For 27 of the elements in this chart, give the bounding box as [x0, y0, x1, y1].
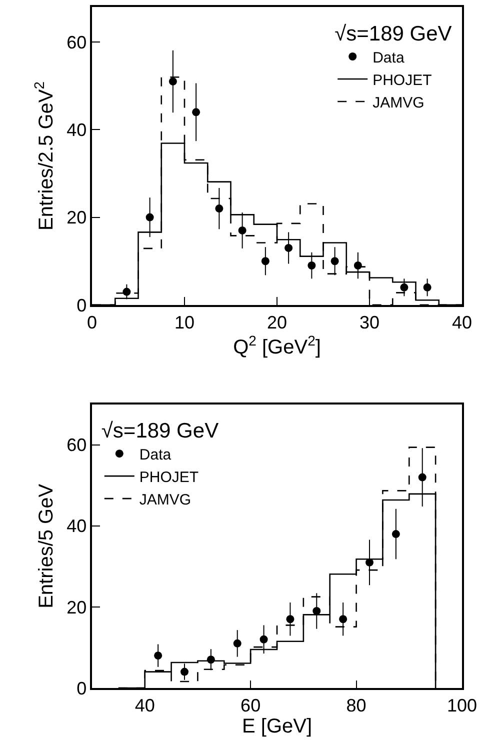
- y-tick-label: 0: [76, 295, 87, 316]
- legend-title: √s=189 GeV: [334, 22, 452, 46]
- legend-label: PHOJET: [139, 468, 199, 486]
- y-axis-title: Entries/5 GeV: [36, 483, 58, 608]
- y-tick-label: 60: [66, 32, 87, 52]
- x-tick-label: 20: [266, 312, 288, 332]
- x-tick-label: 40: [452, 312, 472, 332]
- y-tick-label: 20: [66, 597, 87, 618]
- y-tick-label: 40: [66, 516, 87, 536]
- y-tick-label: 0: [76, 678, 87, 698]
- legend-label: JAMVG: [372, 94, 424, 112]
- legend-label: JAMVG: [139, 491, 192, 508]
- x-tick-label: 80: [346, 695, 366, 716]
- x-tick-label: 100: [446, 695, 478, 716]
- y-tick-label: 60: [66, 435, 87, 456]
- y-tick-label: 40: [66, 120, 87, 140]
- x-tick-label: 10: [174, 312, 195, 332]
- x-tick-label: 40: [134, 695, 155, 716]
- x-axis-title: E [GeV]: [242, 715, 312, 738]
- x-tick-label: 30: [359, 312, 380, 332]
- x-axis-title: Q$^{2}$ [GeV$^{2}$]: [233, 332, 321, 359]
- legend-label: PHOJET: [372, 72, 432, 89]
- y-tick-label: 20: [66, 208, 87, 228]
- x-tick-label: 60: [240, 695, 261, 716]
- legend-title: √s=189 GeV: [101, 419, 219, 442]
- legend-label: Data: [139, 446, 172, 464]
- legend-label: Data: [372, 49, 405, 66]
